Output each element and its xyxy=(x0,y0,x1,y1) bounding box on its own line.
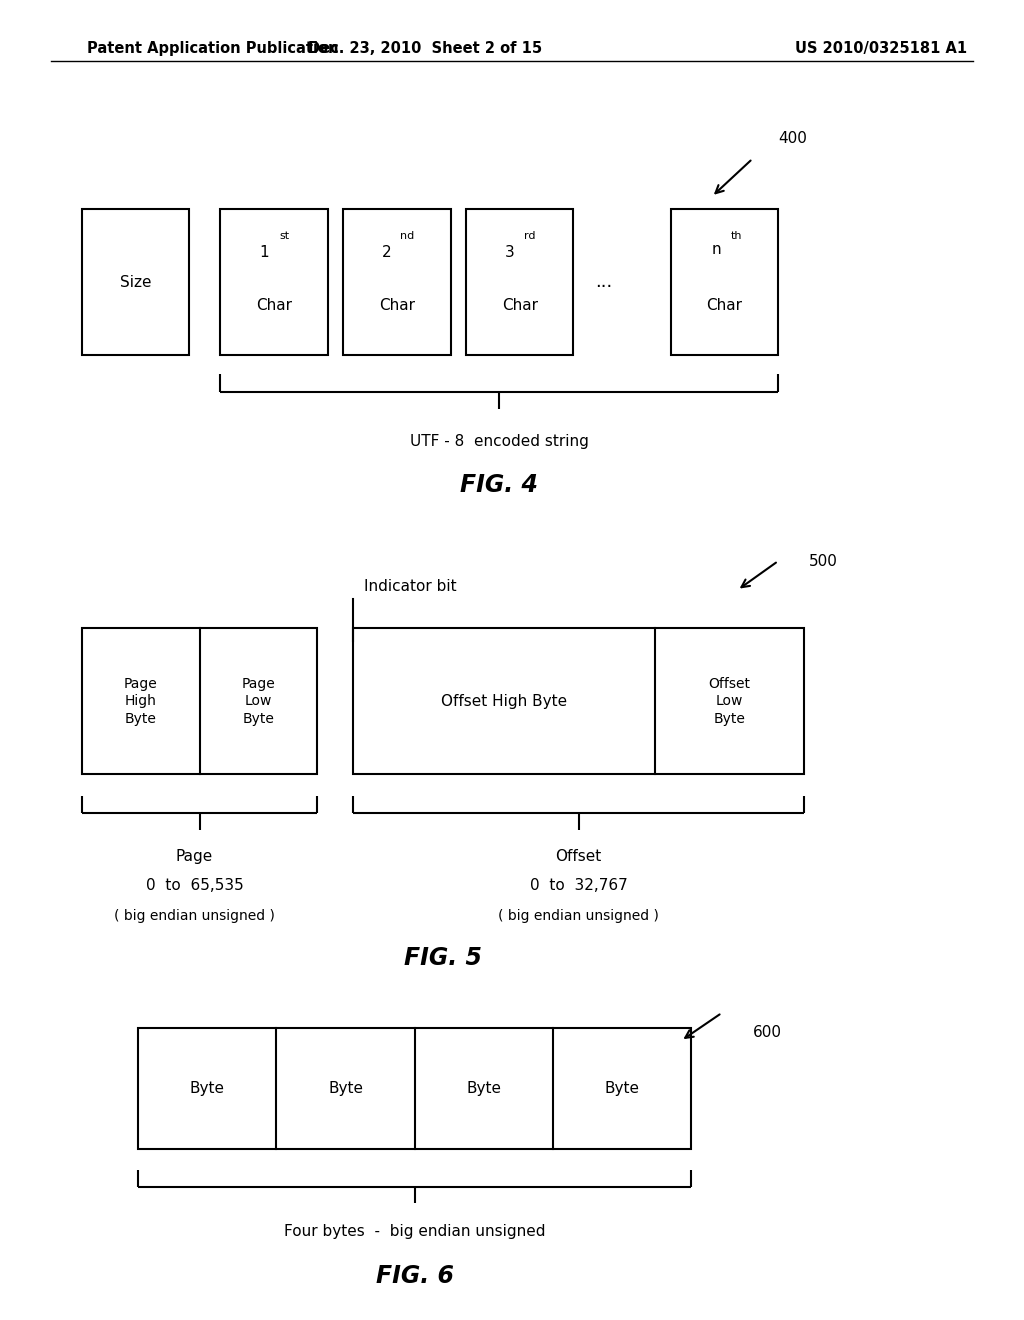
Text: Dec. 23, 2010  Sheet 2 of 15: Dec. 23, 2010 Sheet 2 of 15 xyxy=(308,41,542,57)
Text: FIG. 5: FIG. 5 xyxy=(403,946,482,970)
Text: 2: 2 xyxy=(382,244,391,260)
Text: 400: 400 xyxy=(778,131,807,147)
Text: st: st xyxy=(280,231,289,240)
Text: 600: 600 xyxy=(753,1024,781,1040)
Text: Page
High
Byte: Page High Byte xyxy=(124,677,158,726)
Bar xyxy=(138,1028,691,1148)
Bar xyxy=(343,210,451,355)
Text: Offset: Offset xyxy=(555,849,602,865)
Bar xyxy=(466,210,573,355)
Text: Four bytes  -  big endian unsigned: Four bytes - big endian unsigned xyxy=(284,1224,546,1238)
Text: Byte: Byte xyxy=(189,1081,225,1096)
Text: nd: nd xyxy=(400,231,414,240)
Bar xyxy=(82,628,317,775)
Text: th: th xyxy=(731,231,742,240)
Text: Offset
Low
Byte: Offset Low Byte xyxy=(709,677,751,726)
Text: FIG. 4: FIG. 4 xyxy=(460,473,539,496)
Text: 500: 500 xyxy=(809,553,838,569)
Text: n: n xyxy=(712,242,721,257)
Text: FIG. 6: FIG. 6 xyxy=(376,1263,454,1287)
Bar xyxy=(671,210,778,355)
Bar xyxy=(82,210,189,355)
Bar xyxy=(353,628,804,775)
Text: Char: Char xyxy=(707,298,742,313)
Text: Indicator bit: Indicator bit xyxy=(364,579,456,594)
Text: Patent Application Publication: Patent Application Publication xyxy=(87,41,339,57)
Text: 1: 1 xyxy=(259,244,268,260)
Text: US 2010/0325181 A1: US 2010/0325181 A1 xyxy=(795,41,967,57)
Text: Char: Char xyxy=(379,298,415,313)
Text: 3: 3 xyxy=(505,244,514,260)
Bar xyxy=(220,210,328,355)
Text: ( big endian unsigned ): ( big endian unsigned ) xyxy=(498,909,659,924)
Text: Byte: Byte xyxy=(604,1081,640,1096)
Text: Byte: Byte xyxy=(466,1081,502,1096)
Text: Char: Char xyxy=(502,298,538,313)
Text: Offset High Byte: Offset High Byte xyxy=(441,694,567,709)
Text: 0  to  65,535: 0 to 65,535 xyxy=(145,878,244,894)
Text: 0  to  32,767: 0 to 32,767 xyxy=(529,878,628,894)
Text: ( big endian unsigned ): ( big endian unsigned ) xyxy=(114,909,275,924)
Text: ...: ... xyxy=(596,273,612,290)
Text: rd: rd xyxy=(524,231,536,240)
Text: UTF - 8  encoded string: UTF - 8 encoded string xyxy=(410,434,589,449)
Text: Size: Size xyxy=(120,275,152,290)
Text: Page: Page xyxy=(176,849,213,865)
Text: Byte: Byte xyxy=(328,1081,364,1096)
Text: Page
Low
Byte: Page Low Byte xyxy=(242,677,275,726)
Text: Char: Char xyxy=(256,298,292,313)
